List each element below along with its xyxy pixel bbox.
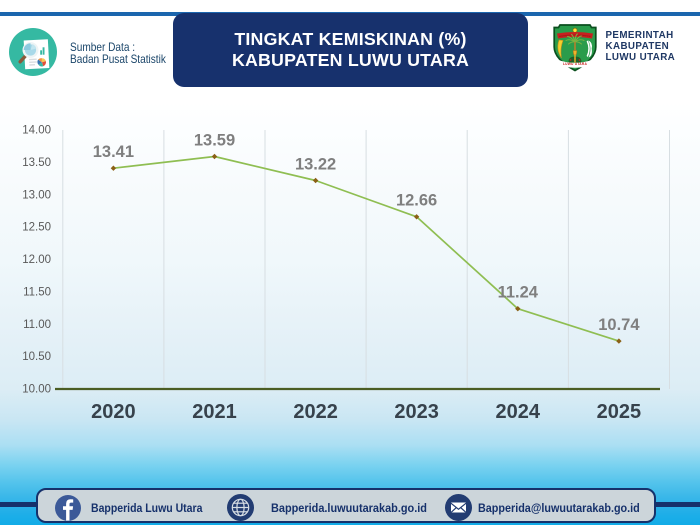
svg-text:10.50: 10.50 [22,351,51,363]
svg-text:2021: 2021 [192,401,237,423]
svg-text:12.00: 12.00 [22,254,51,266]
svg-text:2025: 2025 [597,401,642,423]
svg-text:2024: 2024 [496,401,541,423]
svg-text:13.00: 13.00 [22,189,51,201]
svg-text:14.00: 14.00 [22,125,51,137]
svg-text:12.66: 12.66 [396,192,437,210]
svg-text:12.50: 12.50 [22,222,51,234]
svg-text:13.41: 13.41 [93,143,134,161]
svg-text:13.22: 13.22 [295,155,336,173]
svg-text:LUWU UTARA: LUWU UTARA [563,62,588,66]
svg-text:2022: 2022 [293,401,338,423]
svg-text:2020: 2020 [91,401,136,423]
svg-text:11.50: 11.50 [23,287,51,299]
svg-text:13.59: 13.59 [194,131,235,149]
svg-text:10.74: 10.74 [598,316,640,334]
svg-text:13.50: 13.50 [22,157,51,169]
svg-text:11.24: 11.24 [498,284,539,302]
svg-text:2023: 2023 [394,401,439,423]
svg-text:11.00: 11.00 [23,319,51,331]
svg-text:10.00: 10.00 [22,384,51,396]
